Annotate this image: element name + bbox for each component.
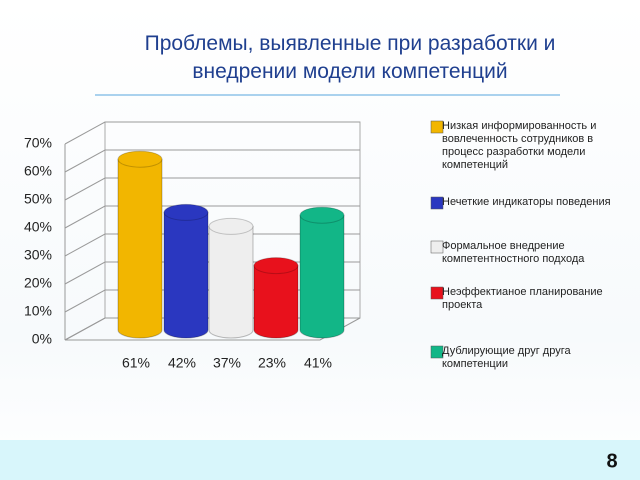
grid-line [64, 233, 360, 257]
y-tick-label: 50% [24, 191, 52, 207]
value-label: 37% [213, 355, 241, 371]
bar-top [208, 217, 254, 235]
legend-swatch [430, 345, 444, 359]
legend-label: Дублирующие друг друга компетенции [442, 345, 571, 370]
title: Проблемы, выявленные при разработки и вн… [144, 32, 556, 83]
legend-label: Формальное внедрение компетентностного п… [442, 240, 585, 265]
y-tick-label: 20% [24, 275, 52, 291]
bar-top [299, 206, 345, 224]
bar-top [117, 150, 163, 168]
bar-top [163, 203, 209, 221]
footer-band [0, 440, 640, 480]
legend-swatch [430, 196, 444, 210]
value-label: 23% [258, 355, 286, 371]
bar [299, 214, 345, 339]
legend-label: Низкая информированность и вовлеченность… [442, 120, 597, 171]
grid-line [64, 149, 360, 173]
legend-label: Неэффектианое планирование проекта [442, 286, 603, 311]
value-label: 42% [168, 355, 196, 371]
grid-line [64, 121, 360, 145]
bar [208, 225, 254, 339]
bar [163, 211, 209, 339]
grid-line [64, 177, 360, 201]
grid-line [64, 205, 360, 229]
value-label: 41% [304, 355, 332, 371]
y-tick-label: 10% [24, 303, 52, 319]
bar [253, 265, 299, 339]
slide-number: 8 [606, 450, 617, 472]
y-tick-label: 40% [24, 219, 52, 235]
value-label: 61% [122, 355, 150, 371]
legend-swatch [430, 240, 444, 254]
legend-swatch [430, 286, 444, 300]
bar-top [253, 257, 299, 275]
y-tick-label: 60% [24, 163, 52, 179]
bar [117, 158, 163, 339]
y-tick-label: 70% [24, 135, 52, 151]
y-tick-label: 30% [24, 247, 52, 263]
y-tick-label: 0% [32, 331, 52, 347]
floor [64, 317, 361, 341]
legend-swatch [430, 120, 444, 134]
legend-label: Нечеткие индикаторы поведения [442, 196, 611, 208]
